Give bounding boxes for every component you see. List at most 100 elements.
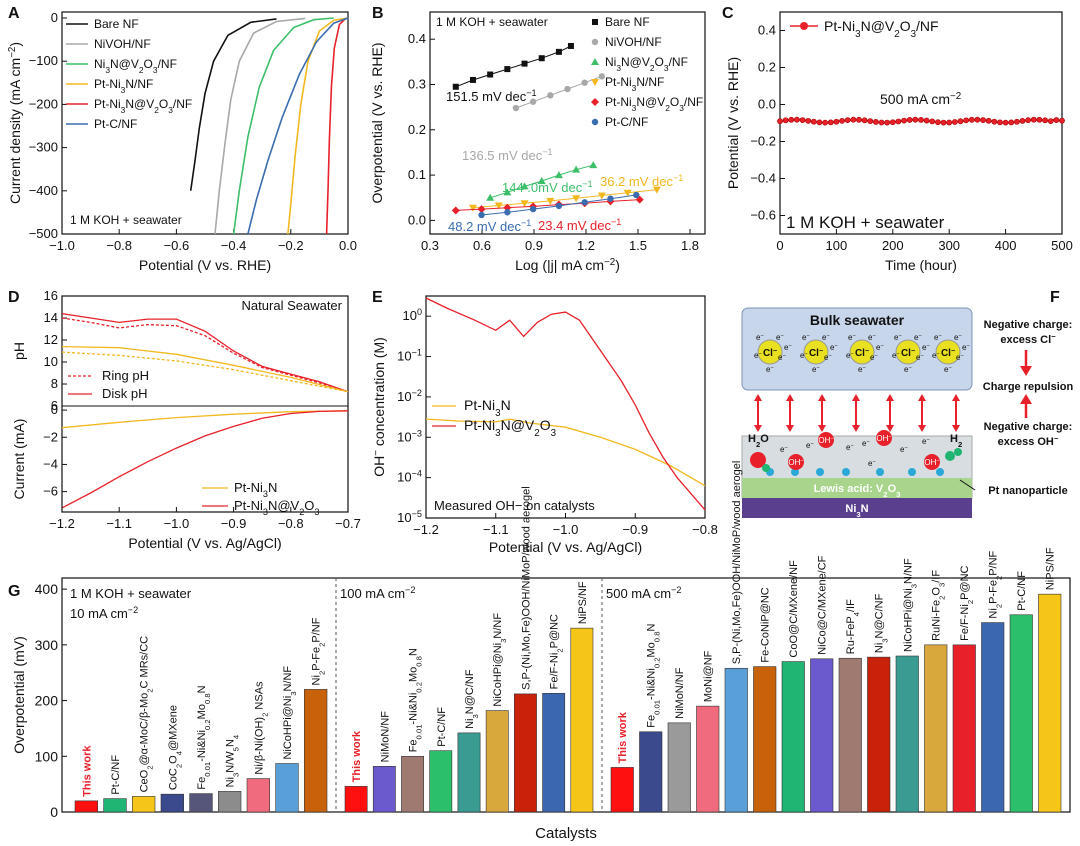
series-line-Pt-Ni3N@V2O3 xyxy=(425,297,706,511)
h2-molecule-atom xyxy=(954,448,962,456)
electron-label: e− xyxy=(766,365,774,374)
data-point xyxy=(991,118,998,125)
bar xyxy=(246,778,270,813)
h2o-label: H2O xyxy=(748,433,769,449)
bar xyxy=(952,644,976,813)
bar xyxy=(189,793,213,813)
panel-letter: D xyxy=(8,289,20,306)
hydroxide-ion xyxy=(788,454,804,470)
data-point xyxy=(652,186,661,194)
note-excess-oh: excess OH− xyxy=(998,434,1059,449)
x-tick-label: −0.8 xyxy=(106,238,132,253)
bar xyxy=(610,767,634,813)
data-point xyxy=(1053,117,1060,123)
x-tick-label: −0.8 xyxy=(278,516,304,531)
slope-label: 151.5 mV dec−1 xyxy=(446,88,537,104)
panel-g: 400 300 200 100 0 This work Pt-C/NF CeO2@α-MoC/… xyxy=(8,461,1071,842)
bar xyxy=(924,644,948,813)
electron-label: e− xyxy=(934,333,942,342)
hydroxide-label: OH− xyxy=(876,434,891,443)
bar-label: NiMoN/NF xyxy=(674,667,686,719)
bar xyxy=(570,627,594,813)
bar-label: Ni2P-Fe2P/NF xyxy=(988,550,1004,618)
note-arrow-head xyxy=(1020,366,1032,376)
bar xyxy=(724,667,748,813)
pt-nanoparticle xyxy=(908,468,916,476)
bar-label: NiCoHPi@Ni3N/NF xyxy=(902,558,918,652)
panel-b: 0.3 0.6 0.9 1.2 1.5 1.8 0.0 0.1 0.2 0.3 0.4 Bare NF… xyxy=(369,5,706,273)
x-tick-label: 500 xyxy=(1051,238,1073,253)
electron-label: e− xyxy=(914,333,922,342)
bar xyxy=(218,791,242,813)
slope-label: 136.5 mV dec−1 xyxy=(462,147,553,163)
bar xyxy=(372,766,396,813)
annotation: 500 mA cm−2 xyxy=(880,91,961,108)
electron-label: e− xyxy=(756,333,764,342)
data-point xyxy=(504,209,511,216)
data-point xyxy=(572,195,581,203)
panel-letter: E xyxy=(372,289,383,306)
data-point xyxy=(469,76,476,83)
note-arrow-head xyxy=(1020,394,1032,404)
data-point xyxy=(581,199,588,206)
bar xyxy=(160,793,184,813)
bar xyxy=(981,622,1005,813)
data-point xyxy=(547,92,554,99)
data-point xyxy=(468,204,477,212)
data-point xyxy=(822,119,829,126)
note-negative-charge-cl: Negative charge: xyxy=(984,319,1073,331)
y-tick-label: 0 xyxy=(51,10,58,25)
data-point xyxy=(1025,117,1032,124)
series-line-Pt-Ni3N@V2O3 xyxy=(61,410,349,509)
panel-c: 0 100 200 300 400 500 0.4 0.2 0.0 −0.2 −0.4 −0.6 Pt-… xyxy=(722,5,1073,273)
electron-label: e− xyxy=(868,333,876,342)
panel-letter: A xyxy=(8,5,20,22)
series-line-Pt-C/NF xyxy=(247,17,349,235)
bar xyxy=(810,658,834,813)
data-point xyxy=(923,117,930,124)
chloride-ion xyxy=(849,339,875,365)
x-tick-label: −0.2 xyxy=(278,238,304,253)
bar-label: Fe0.01-Ni&Ni0.2Mo0.8N xyxy=(408,648,424,752)
chloride-label: Cl− xyxy=(855,348,869,360)
hydroxide-ion xyxy=(876,430,892,446)
chloride-label: Cl− xyxy=(901,348,915,360)
bar xyxy=(753,666,777,813)
hydroxide-ion xyxy=(924,454,940,470)
data-point xyxy=(850,116,857,123)
electron-label: e− xyxy=(784,343,792,352)
h2-label: H2 xyxy=(950,433,962,449)
bar xyxy=(838,657,862,813)
data-point xyxy=(591,38,599,46)
arrow-head-down xyxy=(754,425,762,432)
data-point xyxy=(974,116,981,123)
data-point xyxy=(777,118,783,125)
y-tick-label: 0 xyxy=(50,804,58,820)
y-tick-label: 200 xyxy=(35,693,59,709)
data-point xyxy=(591,98,599,106)
pt-nanoparticle xyxy=(936,468,944,476)
data-point xyxy=(901,117,907,124)
data-point xyxy=(985,117,992,124)
x-tick-label: 1.2 xyxy=(577,238,595,253)
bar-label: NiCoHPi@Ni3N/NF xyxy=(282,666,298,760)
chloride-ion xyxy=(895,339,921,365)
electron-label: e− xyxy=(806,441,814,450)
y-tick-label: 0.2 xyxy=(758,60,776,75)
x-tick-label: 0.0 xyxy=(339,238,357,253)
data-point xyxy=(633,191,640,199)
bar xyxy=(542,693,566,813)
data-point xyxy=(805,117,812,124)
pt-nanoparticle xyxy=(791,468,799,476)
data-point xyxy=(504,66,511,73)
y-tick-label: 10−2 xyxy=(397,388,422,404)
bar xyxy=(132,796,156,813)
data-point xyxy=(503,188,512,196)
data-point xyxy=(1030,116,1037,123)
x-axis-label: Potential (V vs. Ag/AgCl) xyxy=(128,535,281,551)
electron-label: e− xyxy=(894,333,902,342)
bar xyxy=(275,763,299,813)
substrate-label: Ni3N xyxy=(845,503,868,519)
data-point xyxy=(794,116,800,123)
bar-label: NiCo@C/MXene/CF xyxy=(817,555,829,654)
